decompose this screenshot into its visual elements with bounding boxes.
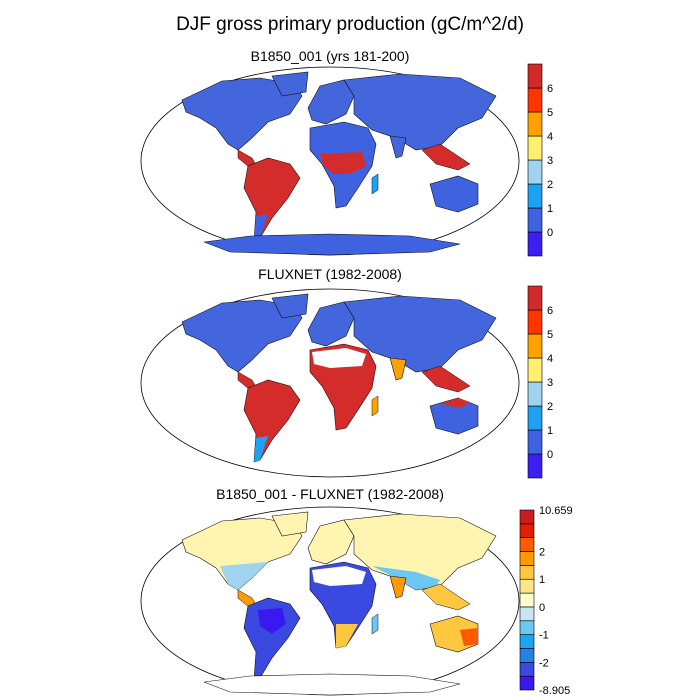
colorbar-tick-label: -8.905 [539, 685, 570, 696]
colorbar-swatch [519, 606, 535, 622]
colorbar-swatch [519, 509, 535, 525]
colorbar-tick-label: 0 [539, 602, 545, 614]
colorbar-swatch [527, 63, 543, 89]
colorbar-swatch [519, 662, 535, 677]
north-america [181, 77, 303, 151]
greenland [271, 71, 309, 97]
colorbar-tick-label: 10.659 [539, 506, 573, 517]
colorbar-swatch [527, 231, 543, 257]
india [389, 575, 407, 599]
south-america-core [258, 608, 286, 634]
map-difference-gpp [140, 506, 520, 696]
europe [307, 301, 355, 347]
europe [307, 79, 355, 125]
south-america-south [254, 214, 268, 240]
colorbar-tick-label: 5 [547, 329, 553, 341]
panel-title-model: B1850_001 (yrs 181-200) [250, 48, 410, 64]
colorbar-difference: -8.905 -2 -1 0 1 2 10.659 [519, 506, 573, 696]
panel-title-fluxnet: FLUXNET (1982-2008) [258, 266, 402, 282]
colorbar-tick-label: 0 [547, 227, 553, 239]
south-america-south [254, 436, 268, 462]
se-asia [421, 143, 471, 171]
greenland [271, 293, 309, 319]
colorbar-swatch [519, 648, 535, 663]
colorbar-swatch [527, 333, 543, 359]
madagascar [371, 395, 379, 417]
colorbar-swatch [527, 285, 543, 311]
colorbar-tick-label: -1 [539, 630, 549, 642]
colorbar-swatch [527, 357, 543, 383]
madagascar [371, 173, 379, 195]
colorbar-swatch [519, 551, 535, 566]
colorbar-tick-label: 3 [547, 155, 553, 167]
colorbar-swatch [527, 111, 543, 137]
australia-east [460, 628, 478, 646]
colorbar-swatch [527, 183, 543, 209]
colorbar-swatch [527, 381, 543, 407]
colorbar-swatch [527, 453, 543, 479]
africa-north [312, 566, 366, 586]
north-america-south [220, 562, 268, 590]
antarctica [203, 673, 461, 696]
colorbar-swatch [519, 537, 535, 552]
se-asia [421, 583, 471, 611]
colorbar-swatch [519, 565, 535, 580]
india [389, 357, 407, 381]
colorbar-swatch [527, 87, 543, 113]
map-model-gpp [140, 66, 520, 256]
colorbar-swatch [519, 592, 535, 608]
continents-fluxnet [181, 293, 497, 463]
colorbar-tick-label: 5 [547, 107, 553, 119]
europe [307, 519, 355, 565]
colorbar-swatch [519, 620, 535, 635]
colorbar-tick-label: 1 [547, 203, 553, 215]
africa-tropics [320, 152, 366, 174]
colorbar-tick-label: 1 [539, 574, 545, 586]
australia [429, 175, 479, 213]
colorbar-swatch [527, 159, 543, 185]
colorbar-tick-label: 4 [547, 353, 553, 365]
colorbar-swatch [519, 523, 535, 538]
madagascar [371, 613, 379, 635]
map-fluxnet-gpp [140, 288, 520, 478]
colorbar-tick-label: 3 [547, 377, 553, 389]
colorbar-swatch [527, 135, 543, 161]
colorbar-swatch [519, 675, 535, 691]
colorbar-tick-label: -2 [539, 657, 549, 669]
main-title: DJF gross primary production (gC/m^2/d) [176, 14, 524, 35]
continents-model [181, 71, 497, 256]
colorbar-tick-label: 1 [547, 425, 553, 437]
greenland [271, 511, 309, 537]
panel-title-difference: B1850_001 - FLUXNET (1982-2008) [216, 486, 444, 502]
colorbar-tick-label: 0 [547, 449, 553, 461]
se-asia [421, 365, 471, 393]
africa-south [336, 624, 358, 648]
colorbar-tick-label: 6 [547, 305, 553, 317]
colorbar-fluxnet: 0 1 2 3 4 5 6 [527, 285, 553, 479]
colorbar-swatch [527, 309, 543, 335]
colorbar-model: 0 1 2 3 4 5 6 [527, 63, 553, 257]
australia-north [440, 398, 470, 408]
colorbar-tick-label: 2 [547, 179, 553, 191]
colorbar-tick-label: 4 [547, 131, 553, 143]
colorbar-swatch [519, 634, 535, 649]
colorbar-swatch [527, 207, 543, 233]
sahara-missing [312, 348, 366, 368]
colorbar-swatch [527, 429, 543, 455]
north-america [181, 299, 303, 373]
continents-difference [181, 511, 497, 696]
colorbar-swatch [527, 405, 543, 431]
colorbar-tick-label: 6 [547, 83, 553, 95]
colorbar-tick-label: 2 [547, 401, 553, 413]
colorbar-swatch [519, 578, 535, 594]
colorbar-tick-label: 2 [539, 547, 545, 559]
antarctica [203, 233, 461, 256]
south-america [243, 597, 301, 681]
india [389, 135, 407, 159]
